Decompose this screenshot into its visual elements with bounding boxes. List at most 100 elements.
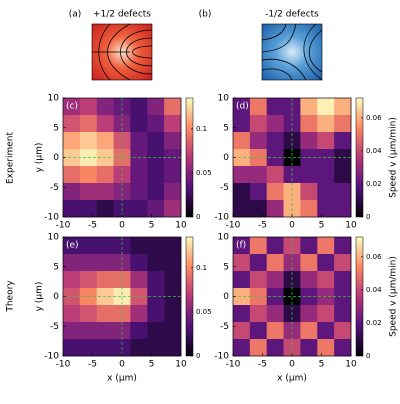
y-tick-label: 5: [53, 262, 59, 272]
y-tick-label: -10: [44, 213, 59, 223]
heat-cell: [63, 200, 81, 218]
row-label: Theory: [6, 280, 16, 313]
y-tick-label: -10: [44, 352, 59, 362]
x-tick-label: 10: [345, 221, 357, 231]
y-tick-label: 10: [48, 233, 60, 243]
colorbar-tick-label: 0.04: [366, 286, 382, 294]
heat-cell: [300, 200, 318, 218]
heat-cell: [249, 98, 268, 116]
heat-cell: [266, 271, 284, 289]
heat-cell: [147, 254, 165, 272]
heat-cell: [283, 149, 301, 167]
heat-cell: [79, 271, 98, 289]
heat-cell: [266, 237, 284, 255]
heat-cell: [130, 339, 148, 357]
heat-cell: [317, 200, 335, 218]
heat-cell: [96, 237, 114, 255]
heat-cell: [334, 271, 352, 289]
plus-defect-schematic: [91, 23, 153, 81]
panel-label: (b): [199, 10, 212, 20]
colorbar-tick-label: 0: [196, 213, 200, 221]
colorbar: [355, 236, 364, 357]
row-label: Experiment: [6, 132, 16, 184]
heat-cell: [300, 115, 318, 133]
heat-cell: [233, 271, 251, 289]
heat-cell: [334, 237, 352, 255]
colorbar-tick-label: 0: [366, 213, 370, 221]
heat-cell: [249, 115, 268, 133]
x-tick-label: 5: [319, 221, 325, 231]
y-axis-label: y (μm): [35, 143, 45, 173]
heat-cell: [266, 166, 284, 184]
colorbar-tick-label: 0: [196, 352, 200, 360]
panel-label: (d): [236, 102, 249, 112]
colorbar-tick-label: 0.02: [366, 319, 382, 327]
heat-cell: [334, 200, 352, 218]
heat-cell: [266, 115, 284, 133]
x-tick-label: 5: [149, 360, 155, 370]
y-tick-label: -5: [50, 322, 59, 332]
heat-cell: [96, 200, 114, 218]
heat-cell: [147, 166, 165, 184]
heat-cell: [266, 254, 284, 272]
heat-cell: [79, 132, 98, 150]
heat-cell: [130, 166, 148, 184]
heat-cell: [147, 183, 165, 201]
heat-cell: [266, 200, 284, 218]
heat-cell: [317, 271, 335, 289]
heat-cell: [113, 322, 131, 340]
y-tick-label: -10: [214, 213, 229, 223]
heat-cell: [249, 132, 268, 150]
heat-cell: [96, 322, 114, 340]
heat-cell: [233, 115, 251, 133]
heat-cell: [113, 288, 131, 306]
heat-cell: [63, 305, 81, 323]
x-tick-label: 5: [149, 221, 155, 231]
heat-cell: [317, 183, 335, 201]
heat-cell: [164, 132, 182, 150]
schematic-title: +1/2 defects: [93, 10, 151, 20]
heat-cell: [96, 271, 114, 289]
heat-cell: [233, 98, 251, 116]
heat-cell: [249, 254, 268, 272]
heat-cell: [233, 166, 251, 184]
heat-cell: [266, 322, 284, 340]
heat-cell: [79, 237, 98, 255]
heat-cell: [334, 305, 352, 323]
schematic-title: -1/2 defects: [265, 10, 319, 20]
heat-cell: [164, 339, 182, 357]
heat-cell: [233, 339, 251, 357]
colorbar-tick-label: 0.1: [196, 264, 207, 272]
heat-cell: [317, 237, 335, 255]
heat-cell: [300, 237, 318, 255]
heat-cell: [79, 166, 98, 184]
heat-cell: [334, 98, 352, 116]
heat-cell: [317, 305, 335, 323]
heat-cell: [266, 183, 284, 201]
heat-cell: [233, 149, 251, 167]
y-tick-label: 0: [223, 153, 229, 163]
y-tick-label: 5: [223, 123, 229, 133]
x-tick-label: 10: [175, 360, 187, 370]
heat-cell: [334, 288, 352, 306]
heat-cell: [113, 183, 131, 201]
heat-cell: [79, 115, 98, 133]
heat-cell: [147, 339, 165, 357]
x-axis-label: x (μm): [277, 374, 307, 384]
heat-cell: [317, 98, 335, 116]
heat-cell: [164, 237, 182, 255]
x-tick-label: -5: [88, 221, 97, 231]
y-tick-label: 0: [53, 153, 59, 163]
heat-cell: [334, 166, 352, 184]
heat-cell: [266, 339, 284, 357]
heat-cell: [300, 339, 318, 357]
y-tick-label: 5: [223, 262, 229, 272]
heat-cell: [283, 98, 301, 116]
y-tick-label: 10: [218, 233, 230, 243]
heat-cell: [334, 183, 352, 201]
heat-cell: [249, 166, 268, 184]
heat-cell: [130, 305, 148, 323]
heat-cell: [63, 288, 81, 306]
y-tick-label: 10: [48, 94, 60, 104]
